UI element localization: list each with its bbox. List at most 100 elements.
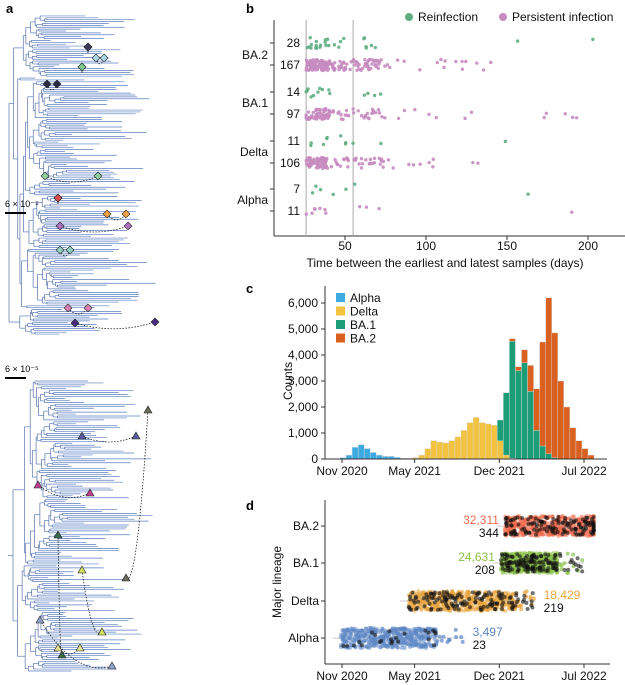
data-point bbox=[370, 107, 375, 112]
outlier-point bbox=[437, 634, 442, 639]
highlighted-point bbox=[422, 604, 427, 609]
data-point bbox=[351, 111, 356, 115]
highlighted-point bbox=[460, 602, 465, 607]
diamond-marker-icon bbox=[55, 221, 65, 231]
x-tick-label: 50 bbox=[338, 239, 352, 253]
data-point bbox=[321, 63, 326, 68]
data-point bbox=[364, 62, 368, 66]
data-point bbox=[327, 113, 332, 118]
highlighted-point bbox=[554, 561, 559, 566]
panel-label-d: d bbox=[246, 498, 254, 513]
data-point bbox=[544, 111, 549, 115]
diamond-marker-icon bbox=[121, 209, 131, 219]
data-point bbox=[351, 57, 356, 62]
diamond-marker-icon bbox=[40, 171, 50, 181]
highlighted-point bbox=[452, 606, 457, 611]
highlighted-point bbox=[579, 525, 584, 530]
highlighted-point bbox=[560, 531, 565, 536]
data-point bbox=[349, 60, 353, 64]
data-point bbox=[319, 116, 323, 120]
data-point bbox=[348, 633, 353, 638]
highlighted-point bbox=[545, 529, 550, 534]
histogram-bar-ba2 bbox=[533, 388, 540, 431]
highlighted-point bbox=[573, 562, 578, 567]
diamond-marker-icon bbox=[150, 317, 160, 327]
transmission-link bbox=[44, 175, 99, 183]
legend-label: BA.1 bbox=[350, 318, 376, 332]
data-point bbox=[314, 166, 319, 170]
data-point bbox=[364, 158, 368, 162]
x-tick-label: 100 bbox=[416, 239, 436, 253]
triangle-marker-icon bbox=[53, 643, 63, 652]
highlighted-point bbox=[556, 521, 561, 526]
data-point bbox=[342, 157, 346, 162]
histogram-bar-ba1 bbox=[527, 391, 534, 460]
data-point bbox=[304, 66, 309, 71]
data-point bbox=[396, 626, 401, 631]
data-point bbox=[549, 570, 554, 575]
histogram-bar-ba2 bbox=[557, 380, 564, 460]
data-point bbox=[353, 63, 357, 67]
data-point bbox=[372, 639, 377, 644]
data-point bbox=[314, 58, 318, 63]
data-point bbox=[400, 637, 405, 642]
highlighted-point bbox=[551, 530, 556, 535]
data-point bbox=[319, 161, 324, 165]
y-axis-title: Counts bbox=[281, 362, 295, 400]
histogram-bar-ba2 bbox=[587, 454, 595, 460]
highlighted-point bbox=[562, 568, 567, 573]
row-count: 28 bbox=[287, 36, 301, 50]
histogram-bar-ba2 bbox=[521, 349, 528, 363]
data-point bbox=[307, 67, 312, 72]
data-point bbox=[344, 141, 348, 145]
data-point bbox=[310, 191, 315, 195]
histogram-bar-delta bbox=[503, 454, 510, 460]
transmission-link bbox=[57, 534, 63, 657]
highlighted-point bbox=[525, 606, 530, 611]
data-point bbox=[324, 60, 328, 64]
highlighted-point bbox=[408, 597, 413, 602]
highlighted-point bbox=[359, 643, 364, 648]
histogram-bar-ba1 bbox=[509, 341, 516, 459]
data-point bbox=[352, 635, 357, 640]
highlighted-point bbox=[505, 553, 510, 558]
histogram-bar-delta bbox=[448, 440, 456, 460]
outlier-point bbox=[562, 561, 567, 566]
category-label: BA.1 bbox=[293, 556, 319, 570]
row-count: 167 bbox=[280, 58, 300, 72]
triangle-marker-icon bbox=[77, 565, 87, 574]
data-point bbox=[348, 639, 353, 644]
data-point bbox=[321, 142, 326, 147]
data-point bbox=[304, 158, 308, 163]
data-point bbox=[380, 115, 384, 119]
outlier-point bbox=[454, 634, 459, 639]
highlighted-point bbox=[546, 553, 551, 558]
data-point bbox=[310, 211, 314, 215]
highlighted-point bbox=[432, 643, 437, 648]
data-point bbox=[379, 141, 383, 146]
data-point bbox=[357, 62, 361, 67]
data-point bbox=[314, 39, 319, 44]
diamond-marker-icon bbox=[63, 303, 73, 313]
highlighted-point bbox=[583, 523, 588, 528]
highlighted-point bbox=[499, 558, 504, 563]
highlighted-point bbox=[445, 604, 450, 609]
data-point bbox=[340, 636, 345, 641]
x-tick-label: Jul 2022 bbox=[561, 464, 607, 478]
highlighted-point bbox=[534, 556, 539, 561]
highlighted-point bbox=[572, 519, 577, 524]
highlighted-point bbox=[357, 640, 362, 645]
data-point bbox=[378, 92, 383, 96]
highlighted-point bbox=[411, 598, 416, 603]
data-point bbox=[333, 61, 337, 65]
highlighted-point bbox=[508, 518, 513, 523]
highlighted-point bbox=[530, 591, 535, 596]
histogram-bar-ba2 bbox=[581, 448, 589, 460]
x-tick-label: Dec 2021 bbox=[474, 464, 526, 478]
data-point bbox=[427, 160, 431, 165]
histogram-bar-ba2 bbox=[563, 406, 571, 460]
data-point bbox=[319, 164, 323, 168]
data-point bbox=[463, 116, 467, 121]
data-point bbox=[362, 36, 367, 40]
legend-label: BA.2 bbox=[350, 332, 376, 346]
